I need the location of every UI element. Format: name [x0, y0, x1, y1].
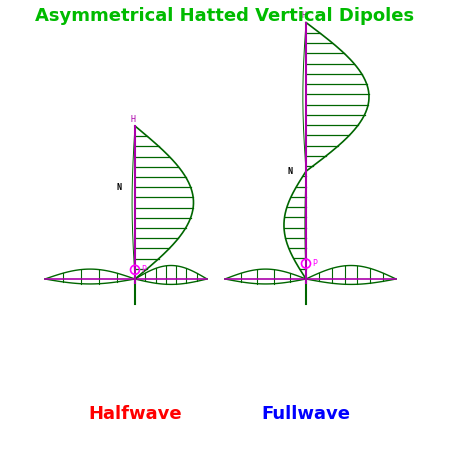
Text: P: P — [312, 259, 317, 268]
Text: Halfwave: Halfwave — [88, 405, 182, 423]
Text: H: H — [130, 115, 135, 124]
Text: P: P — [141, 266, 146, 274]
Text: Fullwave: Fullwave — [261, 405, 351, 423]
Text: N: N — [288, 167, 292, 176]
Text: H: H — [301, 11, 306, 20]
Text: Asymmetrical Hatted Vertical Dipoles: Asymmetrical Hatted Vertical Dipoles — [36, 7, 414, 25]
Text: N: N — [117, 183, 122, 192]
